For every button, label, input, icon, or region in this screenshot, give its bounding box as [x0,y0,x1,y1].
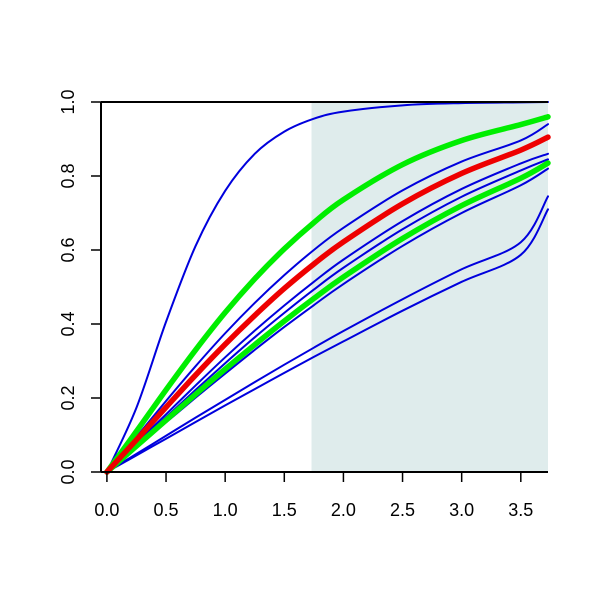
x-tick-label: 3.5 [508,500,533,520]
x-tick-label: 2.0 [331,500,356,520]
y-tick-label: 0.2 [58,385,78,410]
x-tick-label: 1.5 [272,500,297,520]
series-layer [104,101,551,475]
series-line-3 [105,123,549,473]
x-tick-label: 3.0 [449,500,474,520]
series-line-5 [105,152,549,473]
series-line-7 [104,160,551,475]
y-tick-label: 0.6 [58,237,78,262]
y-tick-label: 1.0 [58,89,78,114]
shaded-region-layer [311,102,548,472]
series-line-1 [105,101,549,473]
series-line-10 [105,208,549,473]
series-line-4 [104,134,551,475]
y-tick-label: 0.8 [58,163,78,188]
shaded-region [311,102,548,472]
y-tick-label: 0.4 [58,311,78,336]
x-tick-label: 0.5 [154,500,179,520]
axis-layer: 0.0 0.5 1.0 1.5 2.0 2.5 3.0 3.5 0.0 0.2 0.4 0.6 0.8 1… [58,89,548,520]
y-tick-label: 0.0 [58,459,78,484]
x-tick-label: 2.5 [390,500,415,520]
series-line-9 [105,195,549,473]
series-line-2 [104,114,551,475]
x-tick-label: 0.0 [94,500,119,520]
x-tick-label: 1.0 [213,500,238,520]
